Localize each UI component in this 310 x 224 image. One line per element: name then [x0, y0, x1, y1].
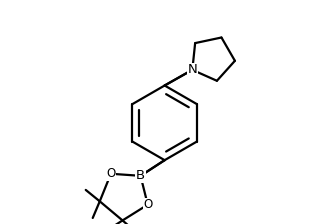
Text: O: O: [106, 167, 116, 180]
Text: N: N: [188, 63, 197, 76]
Text: B: B: [136, 169, 145, 182]
Text: O: O: [143, 198, 153, 211]
